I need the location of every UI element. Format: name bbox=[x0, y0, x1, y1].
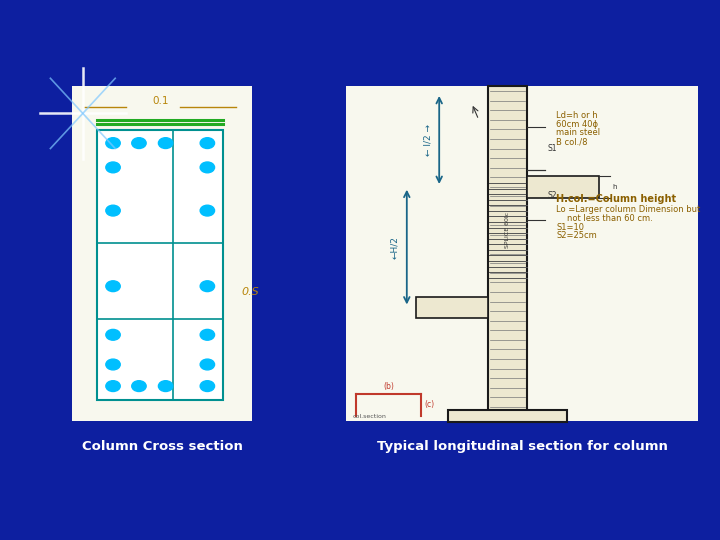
Circle shape bbox=[106, 381, 120, 392]
Text: S2: S2 bbox=[548, 191, 557, 200]
Circle shape bbox=[200, 381, 215, 392]
Circle shape bbox=[158, 381, 173, 392]
Text: 0.1: 0.1 bbox=[152, 96, 168, 106]
Circle shape bbox=[200, 162, 215, 173]
Circle shape bbox=[106, 281, 120, 292]
Circle shape bbox=[132, 138, 146, 148]
Text: ←H/2: ←H/2 bbox=[390, 235, 399, 259]
Circle shape bbox=[132, 381, 146, 392]
Text: col.section: col.section bbox=[353, 414, 387, 418]
Text: B col./8: B col./8 bbox=[557, 137, 588, 146]
Circle shape bbox=[106, 329, 120, 340]
Bar bbox=[97, 130, 223, 400]
Bar bbox=[448, 410, 567, 422]
Circle shape bbox=[200, 329, 215, 340]
Text: S2=25cm: S2=25cm bbox=[557, 231, 597, 240]
Text: S1=10: S1=10 bbox=[557, 222, 584, 232]
Text: 0.S: 0.S bbox=[241, 287, 259, 296]
Text: ← l/2 →: ← l/2 → bbox=[424, 124, 433, 156]
Text: not less than 60 cm.: not less than 60 cm. bbox=[567, 214, 653, 223]
Text: h: h bbox=[612, 184, 617, 190]
Circle shape bbox=[200, 205, 215, 216]
Circle shape bbox=[106, 138, 120, 148]
Text: Ld=h or h: Ld=h or h bbox=[557, 111, 598, 120]
Text: S1: S1 bbox=[548, 144, 557, 153]
Text: H.col.=Column height: H.col.=Column height bbox=[557, 194, 676, 204]
Bar bbox=[72, 86, 252, 421]
Bar bbox=[527, 176, 599, 198]
Text: (b): (b) bbox=[383, 382, 395, 392]
Circle shape bbox=[106, 205, 120, 216]
Text: main steel: main steel bbox=[557, 129, 600, 138]
Circle shape bbox=[106, 359, 120, 370]
Circle shape bbox=[200, 281, 215, 292]
Text: SPLICE 60lc: SPLICE 60lc bbox=[505, 212, 510, 248]
Circle shape bbox=[200, 359, 215, 370]
Circle shape bbox=[158, 138, 173, 148]
Circle shape bbox=[106, 162, 120, 173]
Bar bbox=[346, 86, 698, 421]
Text: (c): (c) bbox=[425, 401, 435, 409]
Text: Column Cross section: Column Cross section bbox=[81, 440, 243, 453]
Bar bbox=[416, 297, 488, 318]
Text: Lo =Larger column Dimension but: Lo =Larger column Dimension but bbox=[557, 205, 701, 214]
Circle shape bbox=[200, 138, 215, 148]
Bar bbox=[488, 86, 528, 421]
Text: 60cm 40ϕ: 60cm 40ϕ bbox=[557, 120, 598, 129]
Text: Typical longitudinal section for column: Typical longitudinal section for column bbox=[377, 440, 667, 453]
